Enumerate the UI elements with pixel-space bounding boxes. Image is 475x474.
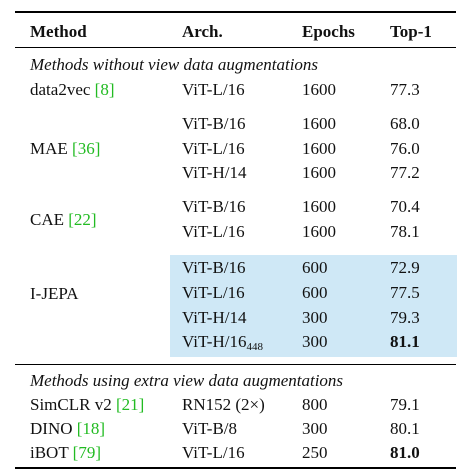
top1-cell: 70.4 — [390, 197, 420, 216]
top1-cell: 68.0 — [390, 114, 420, 133]
header-epochs: Epochs — [302, 22, 355, 41]
epochs-cell: 600 — [302, 258, 328, 277]
epochs-cell: 800 — [302, 395, 328, 414]
table-row: data2vec [8] ViT-L/16 1600 77.3 — [0, 79, 475, 101]
table-row: ViT-B/16 1600 70.4 — [0, 196, 475, 218]
method-name: I-JEPA — [30, 284, 79, 303]
table-row: iBOT [79] ViT-L/16 250 81.0 — [0, 442, 475, 464]
top1-cell: 77.2 — [390, 163, 420, 182]
arch-cell: ViT-L/16 — [182, 283, 245, 302]
method-name: iBOT [79] — [30, 443, 101, 462]
header-rule — [15, 47, 456, 48]
arch-cell: ViT-L/16 — [182, 222, 245, 241]
arch-cell: ViT-B/16 — [182, 258, 246, 277]
header-row: Method Arch. Epochs Top-1 — [0, 21, 475, 43]
section-title-extra-aug: Methods using extra view data augmentati… — [30, 371, 344, 390]
table-row: ViT-H/16448 300 81.1 — [0, 331, 475, 353]
arch-cell: ViT-H/14 — [182, 308, 247, 327]
epochs-cell: 1600 — [302, 139, 336, 158]
top1-cell: 72.9 — [390, 258, 420, 277]
table-row: ViT-L/16 600 77.5 — [0, 282, 475, 304]
table-row: SimCLR v2 [21] RN152 (2×) 800 79.1 — [0, 394, 475, 416]
top1-cell: 76.0 — [390, 139, 420, 158]
arch-cell: ViT-B/8 — [182, 419, 238, 438]
method-name: MAE [36] — [30, 139, 101, 158]
arch-cell: ViT-H/16448 — [182, 332, 263, 353]
header-arch: Arch. — [182, 22, 223, 41]
table-row: ViT-B/16 1600 68.0 — [0, 113, 475, 135]
epochs-cell: 300 — [302, 332, 328, 351]
epochs-cell: 1600 — [302, 197, 336, 216]
method-name: SimCLR v2 [21] — [30, 395, 145, 414]
table-row: DINO [18] ViT-B/8 300 80.1 — [0, 418, 475, 440]
top1-cell: 80.1 — [390, 419, 420, 438]
citation-link[interactable]: [21] — [115, 395, 145, 414]
section-title-no-aug: Methods without view data augmentations — [30, 55, 319, 74]
epochs-cell: 600 — [302, 283, 328, 302]
top1-cell: 77.5 — [390, 283, 420, 302]
epochs-cell: 250 — [302, 443, 328, 462]
top1-cell-best: 81.1 — [390, 332, 420, 351]
top1-cell: 77.3 — [390, 80, 420, 99]
header-method: Method — [30, 22, 87, 41]
citation-link[interactable]: [36] — [72, 139, 101, 158]
method-name: CAE [22] — [30, 210, 97, 229]
arch-cell: ViT-H/14 — [182, 163, 247, 182]
arch-subscript: 448 — [246, 341, 263, 353]
epochs-cell: 1600 — [302, 80, 336, 99]
epochs-cell: 1600 — [302, 163, 336, 182]
citation-link[interactable]: [18] — [76, 419, 106, 438]
epochs-cell: 1600 — [302, 114, 336, 133]
table-row: ViT-H/14 300 79.3 — [0, 307, 475, 329]
arch-cell: ViT-L/16 — [182, 443, 245, 462]
table-row: ViT-B/16 600 72.9 — [0, 257, 475, 279]
arch-cell: ViT-L/16 — [182, 139, 245, 158]
citation-link[interactable]: [22] — [68, 210, 97, 229]
top-rule — [15, 11, 456, 13]
bottom-rule — [15, 467, 456, 469]
epochs-cell: 300 — [302, 419, 328, 438]
citation-link[interactable]: [8] — [94, 80, 115, 99]
method-name: data2vec [8] — [30, 80, 115, 99]
table-row: ViT-H/14 1600 77.2 — [0, 162, 475, 184]
epochs-cell: 1600 — [302, 222, 336, 241]
arch-cell: ViT-B/16 — [182, 114, 246, 133]
arch-cell: ViT-L/16 — [182, 80, 245, 99]
method-name: DINO [18] — [30, 419, 106, 438]
epochs-cell: 300 — [302, 308, 328, 327]
ijepa-highlight — [170, 255, 457, 357]
top1-cell: 79.3 — [390, 308, 420, 327]
arch-cell: RN152 (2×) — [182, 395, 265, 414]
citation-link[interactable]: [79] — [72, 443, 101, 462]
top1-cell: 79.1 — [390, 395, 420, 414]
section-rule — [15, 364, 456, 365]
header-top1: Top-1 — [390, 22, 432, 41]
top1-cell: 78.1 — [390, 222, 420, 241]
table-row: ViT-L/16 1600 78.1 — [0, 221, 475, 243]
table-row: ViT-L/16 1600 76.0 — [0, 138, 475, 160]
top1-cell-best: 81.0 — [390, 443, 420, 462]
arch-cell: ViT-B/16 — [182, 197, 246, 216]
